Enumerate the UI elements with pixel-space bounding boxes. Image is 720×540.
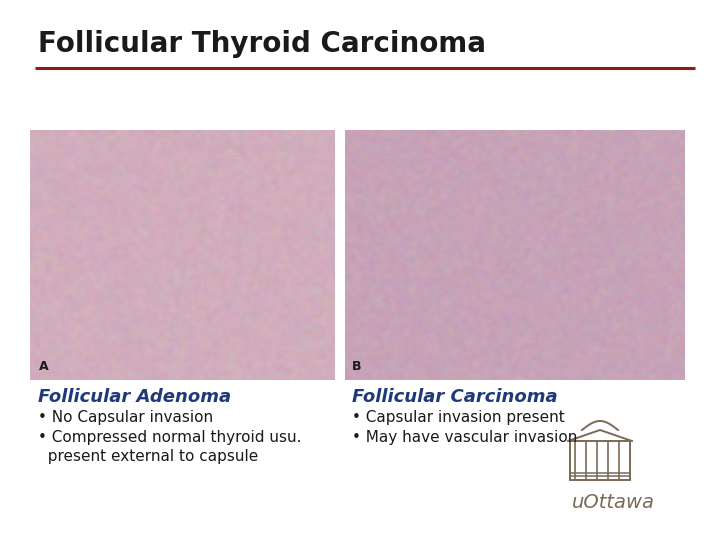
Text: • No Capsular invasion: • No Capsular invasion xyxy=(38,410,213,425)
Bar xyxy=(570,441,630,480)
Text: uOttawa: uOttawa xyxy=(572,493,655,512)
Text: • Capsular invasion present: • Capsular invasion present xyxy=(352,410,564,425)
Text: Follicular Adenoma: Follicular Adenoma xyxy=(38,388,231,406)
Text: Follicular Thyroid Carcinoma: Follicular Thyroid Carcinoma xyxy=(38,30,486,58)
Text: A: A xyxy=(39,360,49,373)
Text: • Compressed normal thyroid usu.
  present external to capsule: • Compressed normal thyroid usu. present… xyxy=(38,430,302,464)
Text: B: B xyxy=(352,360,361,373)
Text: • May have vascular invasion: • May have vascular invasion xyxy=(352,430,577,445)
Text: Follicular Carcinoma: Follicular Carcinoma xyxy=(352,388,557,406)
